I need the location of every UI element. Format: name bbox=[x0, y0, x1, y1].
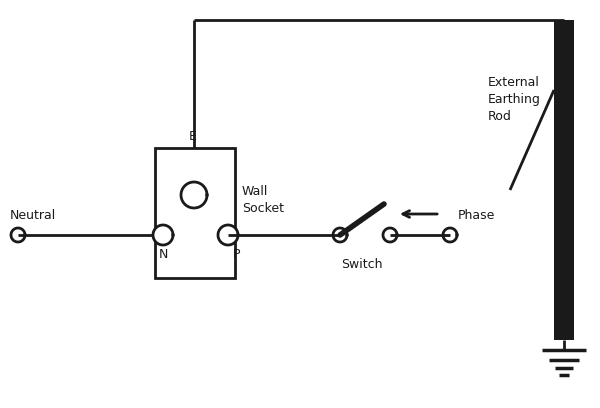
Bar bbox=[554, 20, 574, 340]
Text: Switch: Switch bbox=[341, 258, 383, 271]
Text: Wall
Socket: Wall Socket bbox=[242, 185, 284, 215]
Text: P: P bbox=[233, 248, 241, 261]
Bar bbox=[155, 148, 235, 278]
Text: Neutral: Neutral bbox=[10, 209, 56, 222]
Polygon shape bbox=[383, 228, 397, 242]
Polygon shape bbox=[333, 228, 347, 242]
Polygon shape bbox=[181, 182, 207, 208]
Polygon shape bbox=[153, 225, 173, 245]
Polygon shape bbox=[11, 228, 25, 242]
Polygon shape bbox=[218, 225, 238, 245]
Text: E: E bbox=[189, 130, 197, 143]
Text: N: N bbox=[158, 248, 167, 261]
Polygon shape bbox=[443, 228, 457, 242]
Text: External
Earthing
Rod: External Earthing Rod bbox=[488, 77, 541, 124]
Text: Phase: Phase bbox=[458, 209, 496, 222]
